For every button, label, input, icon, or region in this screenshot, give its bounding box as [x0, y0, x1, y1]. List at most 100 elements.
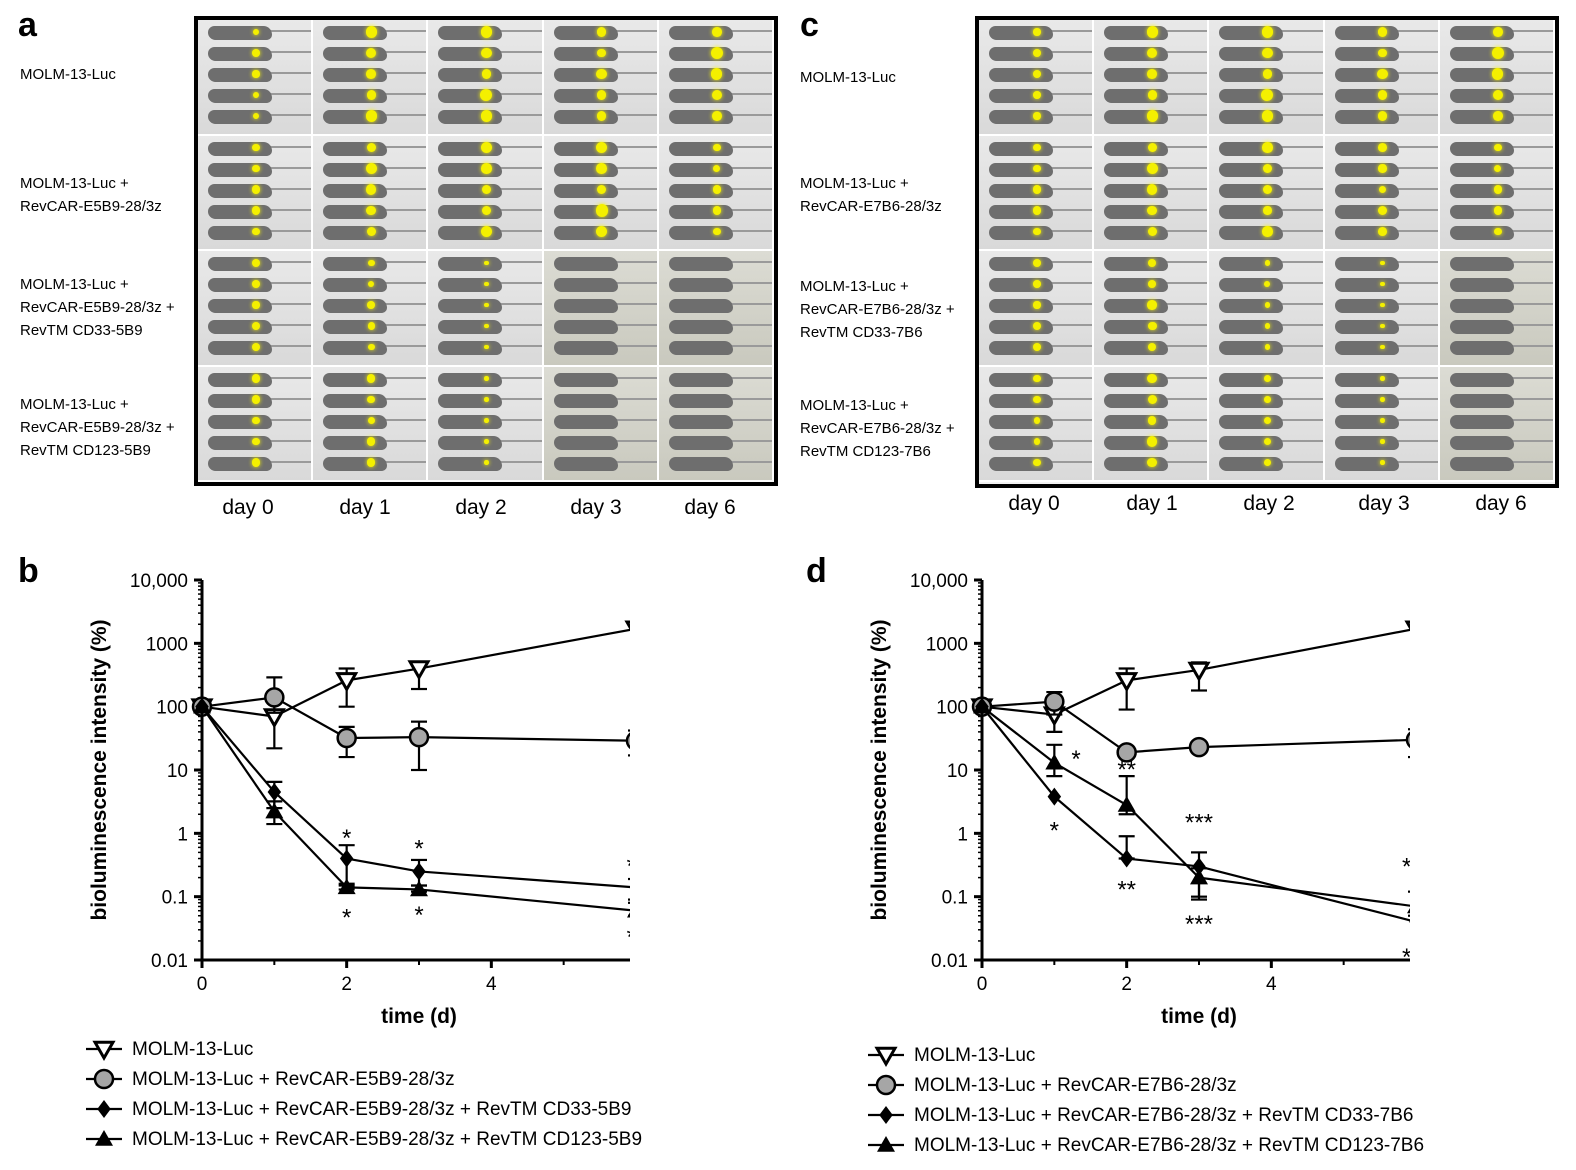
mouse-silhouette	[1449, 414, 1514, 429]
mouse-tail	[1160, 114, 1208, 116]
mouse-silhouette	[668, 456, 733, 471]
legend-marker	[93, 1068, 115, 1090]
mouse-silhouette	[1104, 183, 1169, 198]
mouse-silhouette	[1334, 341, 1399, 355]
y-tick-label: 10	[167, 761, 188, 782]
mouse-tail	[609, 72, 657, 74]
mouse-silhouette	[1334, 26, 1399, 40]
data-point	[1187, 661, 1211, 682]
bioluminescence-spot	[484, 260, 489, 266]
mouse-silhouette	[1334, 162, 1399, 177]
significance-marker: **	[1117, 756, 1136, 783]
mouse-silhouette	[438, 225, 503, 240]
mouse-tail	[264, 93, 312, 95]
mouse-tail	[1045, 282, 1093, 284]
series-3	[193, 697, 630, 918]
mouse-silhouette	[1449, 26, 1514, 40]
mouse-tail	[1390, 460, 1438, 463]
mouse-tail	[379, 229, 427, 232]
bioluminescence-spot	[252, 416, 260, 425]
mouse-tail	[1390, 93, 1438, 95]
significance-marker: *	[414, 902, 423, 929]
mouse-silhouette	[668, 89, 733, 103]
mouse-silhouette	[1334, 89, 1399, 103]
mouse-silhouette	[553, 257, 618, 271]
legend-marker	[879, 1106, 893, 1124]
mouse-tail	[379, 208, 427, 211]
bioluminescence-spot	[1032, 69, 1042, 79]
mouse-tail	[1390, 261, 1438, 263]
series-line-segment	[1053, 761, 1128, 806]
mouse-silhouette	[208, 456, 272, 471]
mouse-silhouette	[323, 257, 388, 271]
legend-b-marker-3	[86, 1130, 122, 1146]
mouse-silhouette	[989, 456, 1053, 471]
series-line-segment	[1198, 628, 1410, 672]
y-tick-label: 10,000	[910, 571, 968, 592]
bioluminescence-spot	[252, 227, 260, 236]
mouse-tail	[379, 397, 427, 400]
mouse-silhouette	[1219, 225, 1284, 240]
mouse-silhouette	[989, 372, 1053, 387]
mouse-tail	[1045, 166, 1093, 169]
mouse-tail	[609, 93, 657, 95]
mouse-tail	[1390, 145, 1438, 148]
data-point	[1407, 907, 1410, 914]
mouse-tail	[1505, 72, 1553, 74]
mouse-tail	[724, 397, 772, 400]
bioluminescence-spot	[481, 184, 492, 195]
mouse-tail	[1390, 187, 1438, 190]
mouse-tail	[1160, 166, 1208, 169]
bioluminescence-spot	[596, 68, 607, 80]
imaging-cell-a-r2-c0	[198, 251, 314, 367]
mouse-tail	[609, 187, 657, 190]
bioluminescence-spot	[1032, 321, 1042, 331]
bioluminescence-spot	[1380, 260, 1386, 266]
mouse-silhouette	[438, 68, 503, 82]
mouse-silhouette	[323, 456, 388, 471]
mouse-tail	[724, 145, 772, 148]
mouse-silhouette	[553, 204, 618, 219]
x-tick-label: 4	[486, 974, 497, 995]
mouse-silhouette	[208, 341, 272, 355]
mouse-silhouette	[1334, 68, 1399, 82]
bioluminescence-spot	[1492, 68, 1504, 80]
bioluminescence-spot	[597, 27, 607, 37]
bioluminescence-spot	[1148, 342, 1157, 352]
mouse-tail	[1505, 303, 1553, 305]
y-tick-label: 0.1	[162, 888, 188, 909]
mouse-tail	[609, 282, 657, 284]
bioluminescence-spot	[480, 110, 493, 122]
bioluminescence-spot	[1378, 48, 1387, 58]
mouse-silhouette	[323, 414, 388, 429]
bioluminescence-spot	[484, 376, 489, 381]
y-axis-label: bioluminescence intensity (%)	[88, 619, 111, 920]
legend-marker	[877, 1136, 895, 1152]
imaging-cell-a-r1-c3	[543, 135, 659, 251]
series-line-segment	[418, 736, 630, 742]
bioluminescence-spot	[1377, 205, 1388, 216]
data-point	[1404, 620, 1410, 631]
bioluminescence-spot	[1033, 395, 1041, 404]
bioluminescence-spot	[1378, 227, 1388, 236]
mouse-silhouette	[1219, 393, 1284, 408]
bioluminescence-spot	[251, 185, 261, 194]
mouse-tail	[379, 282, 427, 284]
legend-b-marker-1	[86, 1068, 122, 1090]
mouse-silhouette	[208, 320, 272, 334]
mouse-tail	[1275, 439, 1323, 442]
series-line-segment	[1053, 795, 1128, 860]
series-line-segment	[201, 706, 276, 813]
mouse-tail	[1390, 51, 1438, 53]
mouse-silhouette	[208, 141, 272, 156]
bioluminescence-spot	[1033, 301, 1041, 309]
mouse-silhouette	[323, 372, 388, 387]
bioluminescence-spot	[1262, 142, 1273, 153]
mouse-tail	[379, 30, 427, 32]
mouse-silhouette	[323, 341, 388, 355]
bioluminescence-spot	[480, 225, 492, 238]
mouse-tail	[1505, 439, 1553, 442]
mouse-silhouette	[989, 278, 1053, 292]
mouse-silhouette	[1334, 320, 1399, 334]
mouse-tail	[494, 439, 542, 442]
